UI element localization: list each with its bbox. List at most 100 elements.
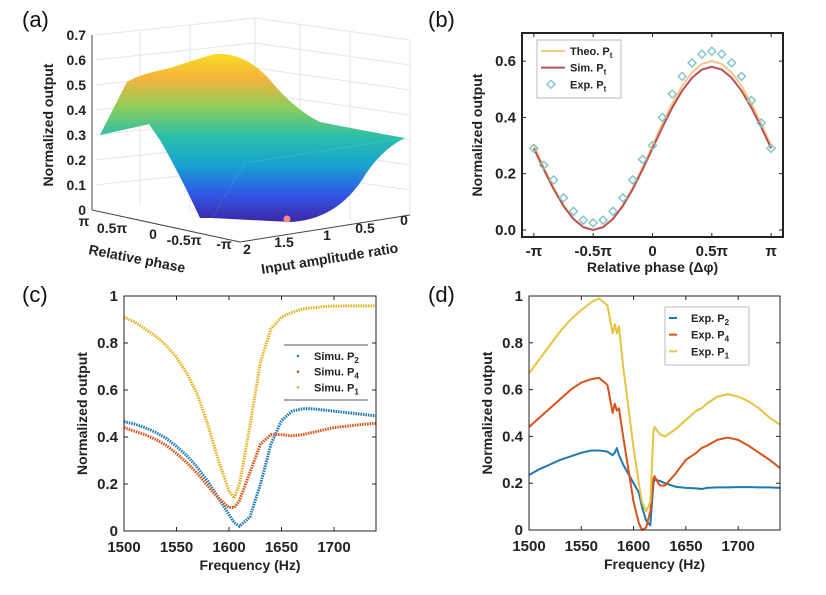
amplitude-tick-label: 2 xyxy=(243,241,251,257)
y-tick-label: 0.6 xyxy=(97,382,118,399)
legend-label-subscript: t xyxy=(604,84,607,93)
x-tick-label: 1550 xyxy=(160,539,193,556)
phase-tick-label: -π xyxy=(216,236,232,252)
surface-back xyxy=(100,53,405,218)
data-point xyxy=(607,206,618,217)
legend-marker xyxy=(296,370,300,373)
data-point xyxy=(667,89,678,100)
series-expp-4 xyxy=(528,376,781,531)
legend-label-text: Simu. P xyxy=(314,367,354,379)
data-point xyxy=(706,46,717,57)
y-tick-label: 0 xyxy=(515,522,523,539)
data-point xyxy=(647,140,658,151)
phase-tick-label: 0 xyxy=(149,226,157,242)
x-tick-label: -0.5π xyxy=(575,243,613,260)
series-expp-t xyxy=(528,46,777,228)
x-tick-label: 1700 xyxy=(721,538,754,555)
y-axis-label: Normalized output xyxy=(469,73,485,196)
legend-label-text: Exp. P xyxy=(691,313,725,325)
legend-label-text: Exp. P xyxy=(691,330,725,342)
surface-front xyxy=(212,138,405,222)
optimum-marker xyxy=(283,215,291,223)
z-tick-label: 0 xyxy=(78,202,86,218)
data-point xyxy=(736,71,747,82)
data-point xyxy=(548,174,559,185)
amplitude-tick-label: 1 xyxy=(323,227,331,243)
legend-label-text: Simu. P xyxy=(314,351,354,363)
surface-plot-a: 0 0.1 0.2 0.3 0.4 0.5 0.6 0.7 π 0.5π 0 -0.5π -π 2 1.… xyxy=(40,17,411,277)
z-tick-label: 0.5 xyxy=(67,77,87,93)
data-point xyxy=(578,215,589,226)
legend-label-text: Exp. P xyxy=(570,79,604,91)
data-point xyxy=(528,143,539,154)
data-point xyxy=(598,215,609,226)
x-tick-label: 1700 xyxy=(317,539,350,556)
series-expp-2 xyxy=(528,447,781,527)
y-axis-label: Normalized output xyxy=(74,352,90,475)
x-axis-label: Frequency (Hz) xyxy=(199,557,300,573)
axes-box xyxy=(123,295,377,532)
panel-label-d: (d) xyxy=(428,282,455,307)
legend-entry: Exp. Pt xyxy=(546,79,607,93)
data-point xyxy=(657,112,668,123)
legend-entry: Theo. Pt xyxy=(541,46,613,60)
amplitude-tick-label: 1.5 xyxy=(274,234,294,250)
legend-entry: Simu. P4 xyxy=(296,367,359,381)
axes-box xyxy=(528,295,781,531)
phase-tick-label: -0.5π xyxy=(167,232,202,248)
data-point xyxy=(627,174,638,185)
legend-marker xyxy=(546,79,556,90)
legend-label: Simu. P4 xyxy=(314,367,359,381)
legend-label-subscript: t xyxy=(610,51,613,60)
z-axis-label: Normalized output xyxy=(40,63,56,186)
legend-entry: Exp. P2 xyxy=(669,313,730,327)
y-tick-label: 0.4 xyxy=(502,428,524,445)
x-tick-label: 1550 xyxy=(565,538,598,555)
line-chart-b: -π -0.5π 0 0.5π π 0.0 0.2 0.4 0.6 Relative phase … xyxy=(469,32,784,275)
legend-label: Exp. P4 xyxy=(691,330,730,344)
x-tick-label: 1600 xyxy=(617,538,650,555)
series-dots xyxy=(123,304,376,502)
surface-left-face xyxy=(100,82,150,135)
legend-label-subscript: 2 xyxy=(725,318,730,327)
legend-label-text: Exp. P xyxy=(691,346,725,358)
legend-label: Exp. P1 xyxy=(691,346,730,360)
legend-label: Exp. P2 xyxy=(691,313,730,327)
data-point xyxy=(558,192,569,203)
series-dots xyxy=(123,407,377,529)
phase-tick-label: π xyxy=(79,213,90,229)
panel-label-a: (a) xyxy=(22,7,49,32)
y-tick-label: 0.6 xyxy=(495,53,516,70)
legend-entry: Simu. P1 xyxy=(296,382,359,396)
data-point xyxy=(588,217,599,228)
series-line xyxy=(528,376,781,531)
scatter-chart-c: 1500 1550 1600 1650 1700 0 0.2 0.4 0.6 0.8 1 Freque… xyxy=(74,288,377,573)
y-tick-label: 1 xyxy=(110,288,118,305)
y-tick-label: 0.0 xyxy=(495,222,516,239)
data-point xyxy=(568,206,579,217)
legend-label-subscript: 4 xyxy=(354,372,359,381)
data-point xyxy=(617,192,628,203)
panel-label-b: (b) xyxy=(428,7,455,32)
amplitude-tick-labels: 2 1.5 1 0.5 0 xyxy=(243,212,408,257)
series-expp-1 xyxy=(528,297,781,513)
phase-tick-label: 0.5π xyxy=(97,220,127,236)
legend-label-text: Simu. P xyxy=(314,382,354,394)
panel-label-c: (c) xyxy=(22,282,48,307)
legend-label: Exp. Pt xyxy=(570,79,607,93)
legend-label-subscript: 1 xyxy=(725,351,730,360)
data-point xyxy=(696,49,707,60)
z-tick-label: 0.7 xyxy=(67,27,87,43)
legend-label: Simu. P1 xyxy=(314,382,359,396)
series-simup-4 xyxy=(123,421,377,509)
amplitude-tick-label: 0 xyxy=(400,212,408,228)
data-point xyxy=(766,143,777,154)
data-point xyxy=(637,154,648,165)
legend-box xyxy=(664,306,750,366)
y-tick-label: 0.2 xyxy=(502,475,523,492)
phase-tick-labels: π 0.5π 0 -0.5π -π xyxy=(79,213,232,252)
